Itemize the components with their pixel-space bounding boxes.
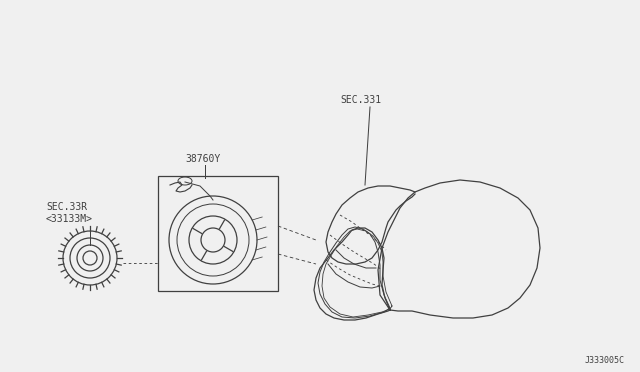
Text: SEC.33R
<33133M>: SEC.33R <33133M> [46, 202, 93, 224]
Text: SEC.331: SEC.331 [340, 95, 381, 105]
Text: J333005C: J333005C [585, 356, 625, 365]
Bar [158, 176, 278, 291]
Text: 38760Y: 38760Y [185, 154, 220, 164]
